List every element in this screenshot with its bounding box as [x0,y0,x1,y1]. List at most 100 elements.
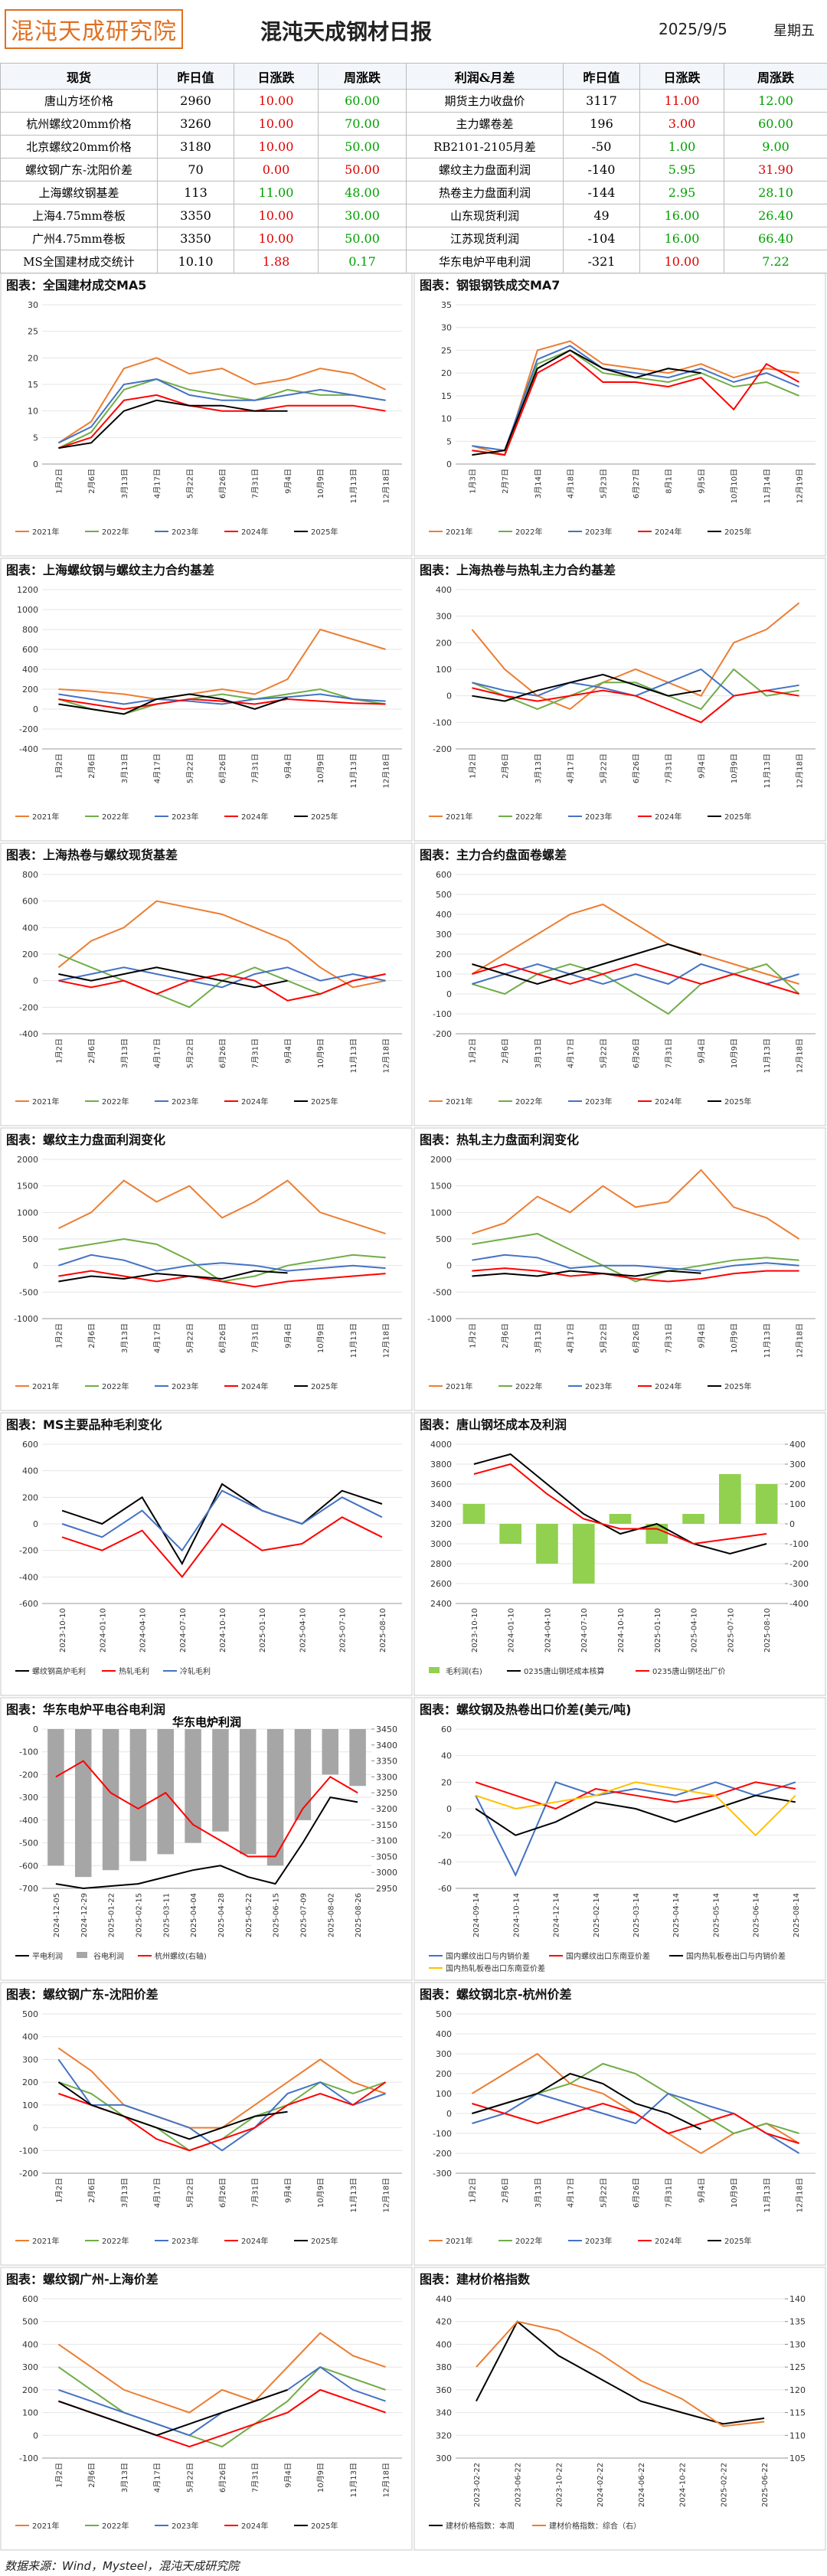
x-tick-label: 2025-07-10 [339,1608,348,1652]
table-cell: 26.40 [724,204,827,227]
y-tick-label: -600 [19,1599,38,1609]
y-tick-label: 0 [33,2123,38,2133]
panel-border [0,557,413,842]
series-line [58,1270,386,1288]
table-cell: 主力螺卷差 [406,112,564,136]
chart-title: 图表：建材价格指数 [420,2272,531,2287]
y-tick-label: 400 [436,2029,452,2039]
bar [719,1474,741,1524]
y-tick-label: 300 [436,2049,452,2059]
series-line [473,1453,767,1555]
table-cell: 2960 [157,89,234,113]
y2-tick-label: 120 [789,2385,806,2395]
x-tick-label: 2024-10-10 [617,1608,626,1652]
series-line [471,602,800,711]
y-tick-label: 100 [22,2408,38,2418]
x-tick-label: 7月31日 [665,754,674,783]
y-tick-label: 4000 [430,1440,452,1450]
table-row: MS全国建材成交统计 10.10 1.88 0.17 华东电炉平电利润 -321 10.00… [0,250,827,273]
y-tick-label: 0 [446,1804,452,1814]
x-tick-label: 1月2日 [54,1038,64,1064]
y-tick-label: -500 [19,1839,38,1849]
chart-title: 图表：热轧主力盘面利润变化 [420,1133,579,1147]
x-tick-label: 11月13日 [763,1323,772,1358]
legend-label: 2024年 [241,1381,268,1391]
legend-label: 2024年 [241,2236,268,2246]
x-tick-label: 11月13日 [349,2463,358,2497]
table-cell: 11.00 [234,181,319,204]
x-tick-label: 2024-10-22 [679,2463,688,2507]
x-tick-label: 12月18日 [382,2178,391,2212]
y-tick-label: 0 [33,704,38,714]
x-tick-label: 10月9日 [730,754,739,783]
table-cell: -321 [563,250,640,273]
x-tick-label: 3月13日 [120,754,129,783]
y-tick-label: -100 [433,2129,452,2139]
x-tick-label: 2025-04-28 [217,1893,226,1937]
y2-tick-label: 3300 [376,1772,397,1782]
chart-title: 图表：全国建材成交MA5 [6,278,146,293]
series-line [472,1169,800,1240]
y2-tick-label: 3150 [376,1820,397,1830]
panel-border [414,1127,826,1411]
y2-tick-label: 140 [789,2294,806,2304]
series-line [58,1254,386,1272]
legend-swatch [429,1667,440,1673]
table-cell: 30.00 [318,204,407,227]
table-cell: 3350 [157,204,234,227]
y-tick-label: 1500 [17,1182,38,1192]
y-tick-label: 200 [22,950,38,959]
table-cell: 16.00 [639,204,724,227]
table-cell: 3260 [157,112,234,136]
table-cell: 5.95 [639,158,724,181]
panel-border [0,1127,413,1411]
chart-title: 图表：上海热卷与螺纹现货基差 [6,848,178,862]
series-line [58,2081,386,2152]
x-tick-label: 11月13日 [349,2178,358,2212]
table-cell: 31.90 [724,158,827,181]
x-tick-label: 11月13日 [763,754,772,788]
bar [682,1514,704,1524]
y2-tick-label: 3400 [376,1741,397,1751]
x-tick-label: 5月22日 [185,469,194,499]
y-tick-label: 300 [436,2453,452,2463]
y-tick-label: 600 [22,1440,38,1450]
x-tick-label: 2023-10-10 [59,1608,67,1652]
series-line [57,357,387,444]
y-tick-label: 60 [441,1724,452,1734]
table-cell: 9.00 [724,135,827,159]
y-tick-label: 1200 [17,585,38,595]
chart-title: 图表：螺纹主力盘面利润变化 [6,1133,165,1147]
y-tick-label: 0 [33,976,38,986]
table-cell: 螺纹钢广东-沈阳价差 [0,158,158,181]
y-tick-label: -1000 [427,1314,452,1324]
chart-title: 图表：唐山钢坯成本及利润 [420,1417,567,1432]
x-tick-label: 10月9日 [730,1038,739,1068]
y-tick-label: 600 [436,870,452,880]
x-tick-label: 2024-07-10 [179,1608,188,1652]
table-cell: MS全国建材成交统计 [0,250,158,273]
series-line [472,1270,701,1277]
x-tick-label: 4月17日 [567,1038,576,1068]
x-tick-label: 5月22日 [185,754,194,783]
x-tick-label: 2024-10-10 [219,1608,227,1652]
legend-label: 2023年 [172,1381,198,1391]
legend-label: 2023年 [172,2236,198,2246]
bar [266,1729,284,1866]
y-tick-label: 200 [436,638,452,648]
table-cell: 3350 [157,227,234,250]
y-tick-label: -200 [433,744,452,754]
series-line [58,693,288,715]
table-cell: 7.22 [724,250,827,273]
y2-tick-label: 135 [789,2317,806,2327]
y-tick-label: 100 [436,665,452,675]
header-cell: 日涨跌 [234,63,319,90]
y-tick-label: 500 [22,2009,38,2019]
x-tick-label: 6月26日 [218,1038,227,1068]
y-tick-label: 0 [446,2109,452,2119]
bar [646,1524,668,1544]
legend-label: 2022年 [102,2236,129,2246]
table-cell: 10.00 [639,250,724,273]
legend-label: 2024年 [241,527,268,537]
x-tick-label: 2025-08-26 [355,1893,363,1937]
